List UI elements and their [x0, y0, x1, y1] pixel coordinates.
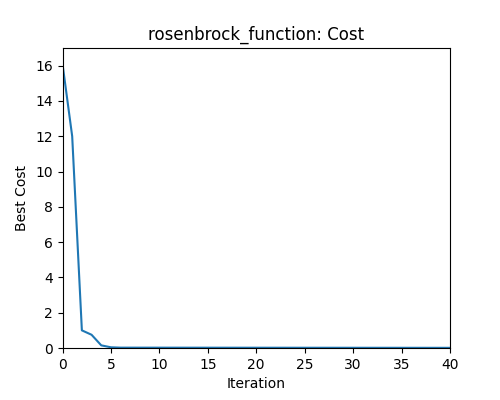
Y-axis label: Best Cost: Best Cost — [16, 165, 30, 231]
X-axis label: Iteration: Iteration — [227, 377, 286, 391]
Title: rosenbrock_function: Cost: rosenbrock_function: Cost — [148, 26, 364, 44]
